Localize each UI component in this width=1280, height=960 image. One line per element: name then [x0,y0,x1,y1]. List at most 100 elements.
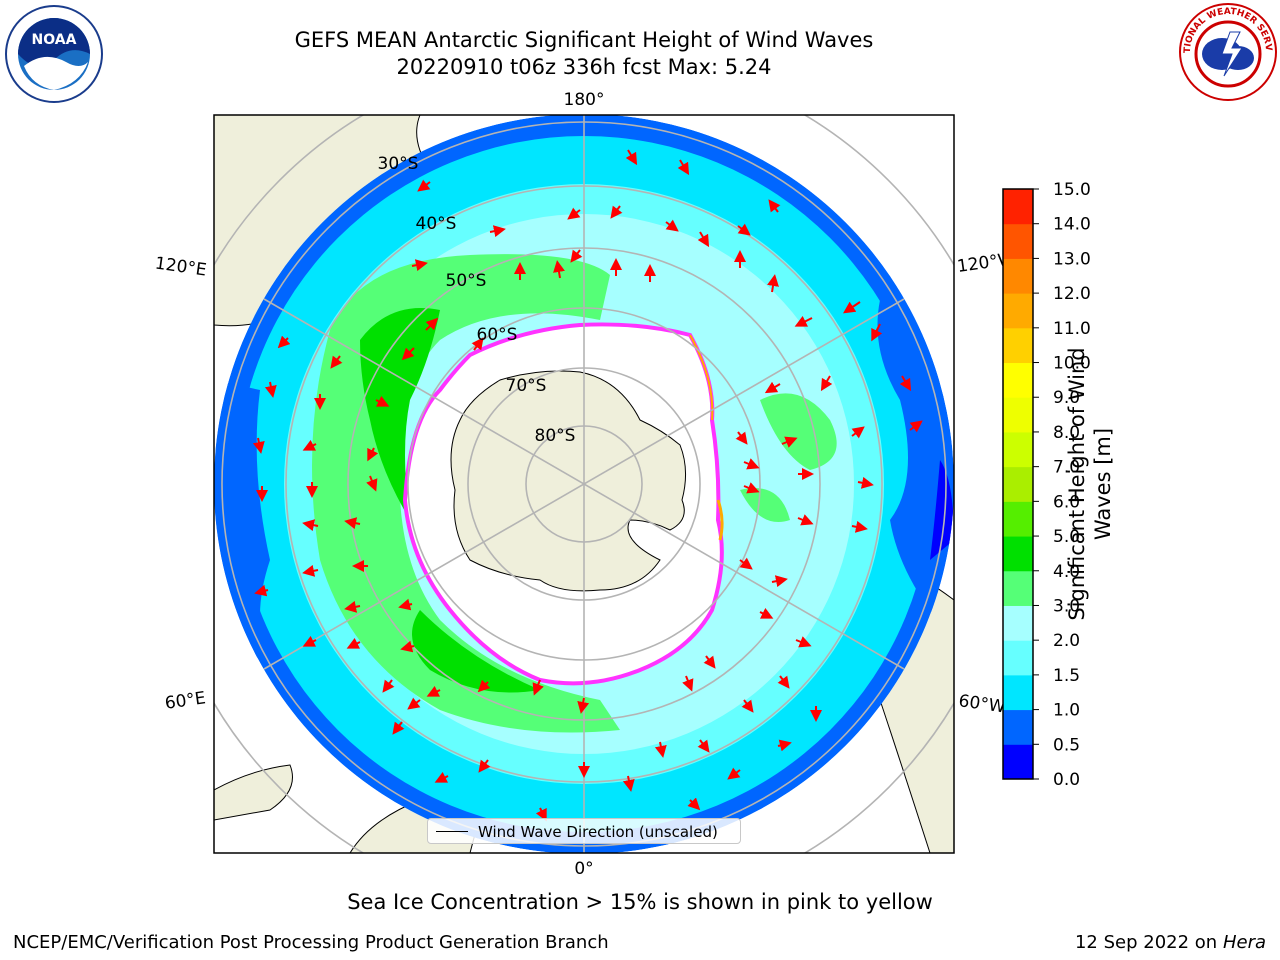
lon-label-60e: 60°E [164,688,207,713]
wave-arrow [703,655,716,669]
wave-arrow [346,637,361,649]
colorbar-tick-label: 13.0 [1053,249,1091,269]
wave-arrow [851,520,868,533]
colorbar-segment [1003,605,1033,641]
machine-name: Hera [1222,932,1266,953]
colorbar-tick-label: 8.0 [1053,423,1080,443]
wave-arrow [382,679,395,693]
wave-arrow [489,225,506,238]
wave-arrow [411,259,428,272]
wave-arrow [344,600,361,613]
wave-band-lowest [930,460,954,560]
wave-arrow [687,797,701,811]
colorbar-tick-label: 5.0 [1053,527,1080,547]
colorbar-segment [1003,293,1033,329]
colorbar-segment [1003,223,1033,259]
colorbar-tick-label: 11.0 [1053,319,1091,339]
colorbar-tick-label: 12.0 [1053,284,1091,304]
colorbar-tick-label: 3.0 [1053,596,1080,616]
wave-arrow [535,807,547,822]
wave-arrow [759,607,774,619]
wave-arrow [768,199,781,213]
wave-arrow [425,317,439,331]
colorbar: 0.0 0.5 1.0 1.5 2.0 3.0 4.0 5.0 6.0 7.0 8.0 9.0 10.0… [1002,180,1091,790]
wave-arrow [764,381,781,394]
wave-arrow [254,584,269,597]
wave-arrow [330,355,343,369]
wave-arrow [871,323,883,342]
wave-arrow [739,557,753,570]
wave-arrow [302,519,319,532]
wave-arrow [367,447,379,462]
wave-arrow [851,426,865,439]
wave-arrow [654,741,667,758]
colorbar-frame [1002,188,1034,780]
wave-arrow [302,635,317,647]
wave-arrow [677,159,690,176]
wave-arrow [625,149,638,166]
map-frame [213,114,955,854]
wave-arrow [277,335,291,349]
wave-arrow [771,575,788,588]
noaa-logo: NOAA [5,5,103,103]
wave-arrow [735,431,748,445]
colorbar-segment [1003,570,1033,606]
credit-text: NCEP/EMC/Verification Post Processing Pr… [13,932,609,953]
run-date: 12 Sep 2022 on Hera [1075,932,1266,953]
wave-arrow [426,685,441,697]
colorbar-tick-label: 10.0 [1053,354,1091,374]
wind-wave-arrows [252,149,923,822]
map-title: GEFS MEAN Antarctic Significant Height o… [294,28,874,52]
wave-arrow [401,347,415,361]
wave-arrow [417,179,431,192]
wave-arrow [767,274,779,293]
wave-arrow [264,381,277,398]
run-date-text: 12 Sep 2022 on [1074,932,1218,953]
legend-line-swatch [436,831,468,832]
wave-arrow [857,476,874,489]
wave-arrow [665,219,679,232]
wave-arrow [577,697,590,714]
antarctica-land [450,370,686,592]
lat-label-40s: 40°S [416,214,457,234]
colorbar-tick-label: 15.0 [1053,180,1091,200]
wave-arrow [302,564,319,577]
lon-label-0: 0° [574,859,593,879]
colorbar-segment [1003,189,1033,225]
wave-arrow [570,249,583,263]
nws-logo: NATIONAL WEATHER SERVICE [1178,2,1277,101]
lon-label-180: 180° [564,90,605,110]
colorbar-tick-label: 7.0 [1053,458,1080,478]
wave-arrow [682,675,694,692]
colorbar-tick-label: 9.0 [1053,388,1080,408]
wave-arrow [392,721,405,735]
colorbar-tick-label: 4.0 [1053,562,1080,582]
wave-arrow [794,315,813,327]
wave-arrow [777,675,790,689]
sea-ice-edge-yellow-2 [716,499,724,541]
wave-arrow [797,514,814,526]
colorbar-tick-label: 1.5 [1053,666,1080,686]
sea-ice-note-text: Sea Ice Concentration > 15% is shown in … [347,890,933,914]
colorbar-segment [1003,744,1033,780]
colorbar-segment [1003,397,1033,433]
colorbar-segment [1003,466,1033,502]
wave-arrow [400,640,415,653]
wave-arrow [553,260,565,279]
lon-label-120e: 120°E [154,254,208,281]
wave-arrow [843,301,861,314]
lat-label-70s: 70°S [506,376,547,396]
wave-arrow [622,775,635,792]
graticule [214,115,954,853]
lat-label-60s: 60°S [477,325,518,345]
wave-arrow [366,475,378,492]
wave-arrow [532,679,544,696]
legend-label: Wind Wave Direction (unscaled) [478,823,718,841]
sea-ice-edge-yellow [689,334,714,421]
colorbar-segment [1003,536,1033,572]
colorbar-segment [1003,327,1033,364]
wave-arrow [567,207,581,220]
wave-arrow [407,697,421,710]
wave-arrow [743,482,760,494]
wave-arrow [743,458,760,470]
